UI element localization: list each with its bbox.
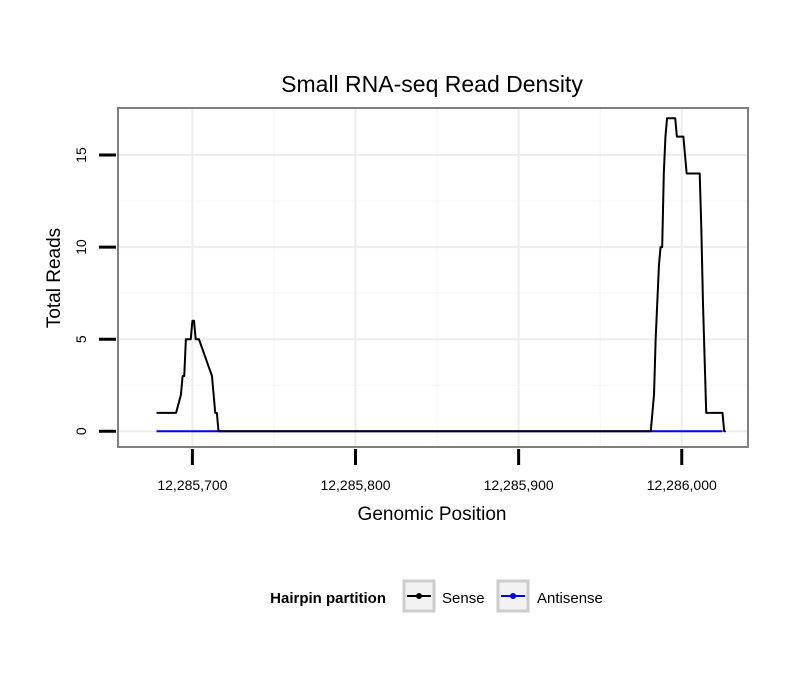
legend-point-antisense	[510, 593, 516, 599]
x-axis-title: Genomic Position	[358, 504, 507, 525]
chart-title: Small RNA-seq Read Density	[281, 71, 583, 97]
legend: Hairpin partition Sense Antisense	[270, 579, 603, 613]
y-axis: 0 5 10 15	[73, 147, 116, 435]
y-tick-label: 10	[73, 239, 89, 255]
x-axis: 12,285,700 12,285,800 12,285,900 12,286,000	[157, 449, 717, 493]
x-tick-label: 12,285,900	[484, 477, 554, 493]
x-tick-label: 12,285,800	[320, 477, 390, 493]
legend-point-sense	[416, 593, 422, 599]
legend-label-antisense: Antisense	[537, 590, 603, 607]
legend-item-sense: Sense	[402, 579, 485, 613]
x-tick-label: 12,286,000	[647, 477, 717, 493]
legend-title: Hairpin partition	[270, 590, 386, 607]
plot-panel-border	[117, 107, 749, 448]
legend-label-sense: Sense	[442, 590, 485, 607]
y-tick-label: 0	[73, 427, 89, 435]
x-tick-label: 12,285,700	[157, 477, 227, 493]
y-axis-title: Total Reads	[44, 228, 65, 328]
y-tick-label: 5	[73, 335, 89, 343]
series-group	[156, 117, 726, 433]
y-tick-label: 15	[73, 147, 89, 163]
series-line-sense	[156, 117, 726, 433]
legend-item-antisense: Antisense	[496, 579, 603, 613]
